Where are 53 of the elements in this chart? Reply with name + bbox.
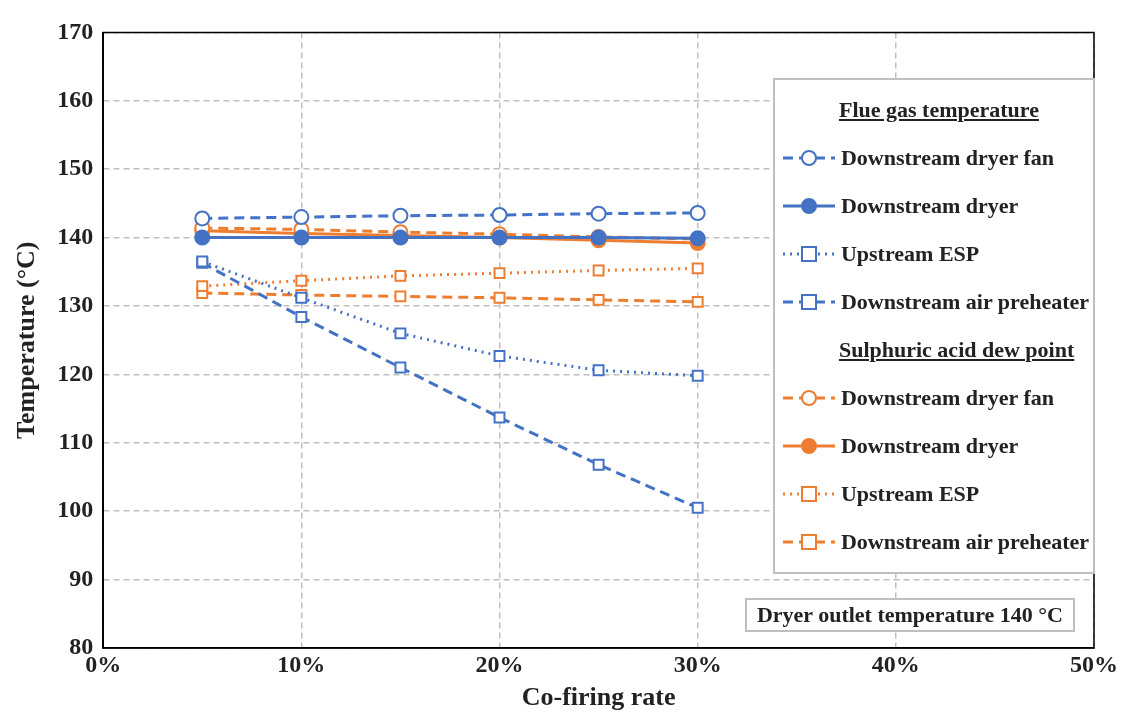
- point: [691, 262, 704, 275]
- x-tick-label: 30%: [673, 650, 722, 677]
- point: [592, 364, 605, 377]
- y-tick-label: 110: [58, 428, 94, 454]
- point: [493, 349, 506, 362]
- point: [491, 207, 508, 224]
- annotation: Sulphuric acid dew point: [837, 336, 1076, 364]
- legend-label: Downstream air preheater: [840, 289, 1089, 315]
- legend-label: Downstream air preheater: [840, 529, 1089, 555]
- y-tick-label: 160: [57, 86, 94, 112]
- legend-label: Upstream ESP: [840, 481, 980, 507]
- annotation: Dryer outlet temperature 140 °C: [744, 598, 1075, 632]
- legend-label: Downstream dryer: [840, 193, 1019, 219]
- annotation: Flue gas temperature: [837, 96, 1040, 124]
- y-tick-label: 140: [57, 222, 94, 249]
- legend-label: Downstream dryer: [840, 433, 1019, 459]
- point: [293, 209, 310, 226]
- y-tick-label: 90: [69, 564, 94, 591]
- point: [194, 210, 211, 227]
- point: [394, 290, 407, 303]
- point: [194, 229, 211, 246]
- point: [691, 501, 704, 514]
- point: [392, 207, 409, 224]
- point: [394, 361, 407, 374]
- point: [592, 458, 605, 471]
- point: [592, 293, 605, 306]
- point: [293, 229, 310, 246]
- point: [295, 310, 308, 323]
- legend-label: Downstream dryer fan: [840, 385, 1054, 411]
- y-tick-label: 100: [57, 496, 94, 523]
- point: [394, 327, 407, 340]
- x-tick-label: 50%: [1070, 650, 1118, 677]
- y-tick-label: 130: [57, 291, 94, 318]
- point: [394, 269, 407, 282]
- point: [295, 274, 308, 287]
- point: [691, 369, 704, 382]
- point: [590, 205, 607, 222]
- point: [691, 295, 704, 308]
- point: [592, 264, 605, 277]
- point: [493, 267, 506, 280]
- point: [196, 280, 209, 293]
- point: [689, 204, 706, 221]
- x-tick-label: 20%: [475, 650, 524, 677]
- legend-label: Upstream ESP: [840, 241, 980, 267]
- y-tick-label: 150: [57, 154, 94, 181]
- x-axis-title: Co-firing rate: [521, 682, 676, 712]
- y-tick-label: 120: [57, 359, 94, 386]
- x-tick-label: 10%: [277, 650, 326, 677]
- legend-label: Downstream dryer fan: [840, 145, 1054, 171]
- point: [493, 291, 506, 304]
- y-tick-label: 170: [57, 17, 94, 44]
- x-tick-label: 40%: [871, 650, 920, 677]
- y-axis-title: Temperature (°C): [11, 241, 41, 439]
